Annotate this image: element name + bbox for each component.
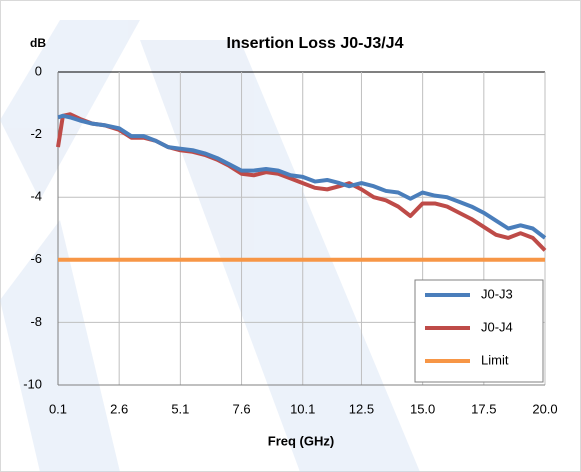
x-tick-label: 17.5 bbox=[471, 401, 496, 416]
y-tick-label: -4 bbox=[30, 189, 42, 204]
series-line bbox=[57, 113, 547, 240]
legend-label: Limit bbox=[481, 352, 509, 367]
chart-title: Insertion Loss J0-J3/J4 bbox=[227, 35, 404, 52]
x-tick-label: 0.1 bbox=[49, 401, 67, 416]
y-tick-label: -10 bbox=[23, 376, 42, 391]
x-tick-label: 2.6 bbox=[110, 401, 128, 416]
x-tick-label: 15.0 bbox=[410, 401, 435, 416]
x-tick-label: 12.5 bbox=[349, 401, 374, 416]
x-tick-label: 5.1 bbox=[171, 401, 189, 416]
watermark bbox=[0, 20, 420, 472]
x-tick-label: 20.0 bbox=[532, 401, 557, 416]
legend-label: J0-J4 bbox=[481, 319, 513, 334]
y-tick-label: -8 bbox=[30, 314, 42, 329]
x-axis-label: Freq (GHz) bbox=[268, 433, 334, 448]
y-tick-label: 0 bbox=[35, 63, 42, 78]
y-tick-label: -2 bbox=[30, 126, 42, 141]
x-tick-label: 10.1 bbox=[290, 401, 315, 416]
x-tick-label: 7.6 bbox=[233, 401, 251, 416]
y-tick-label: -6 bbox=[30, 251, 42, 266]
legend-label: J0-J3 bbox=[481, 286, 513, 301]
y-axis-label: dB bbox=[30, 36, 46, 50]
